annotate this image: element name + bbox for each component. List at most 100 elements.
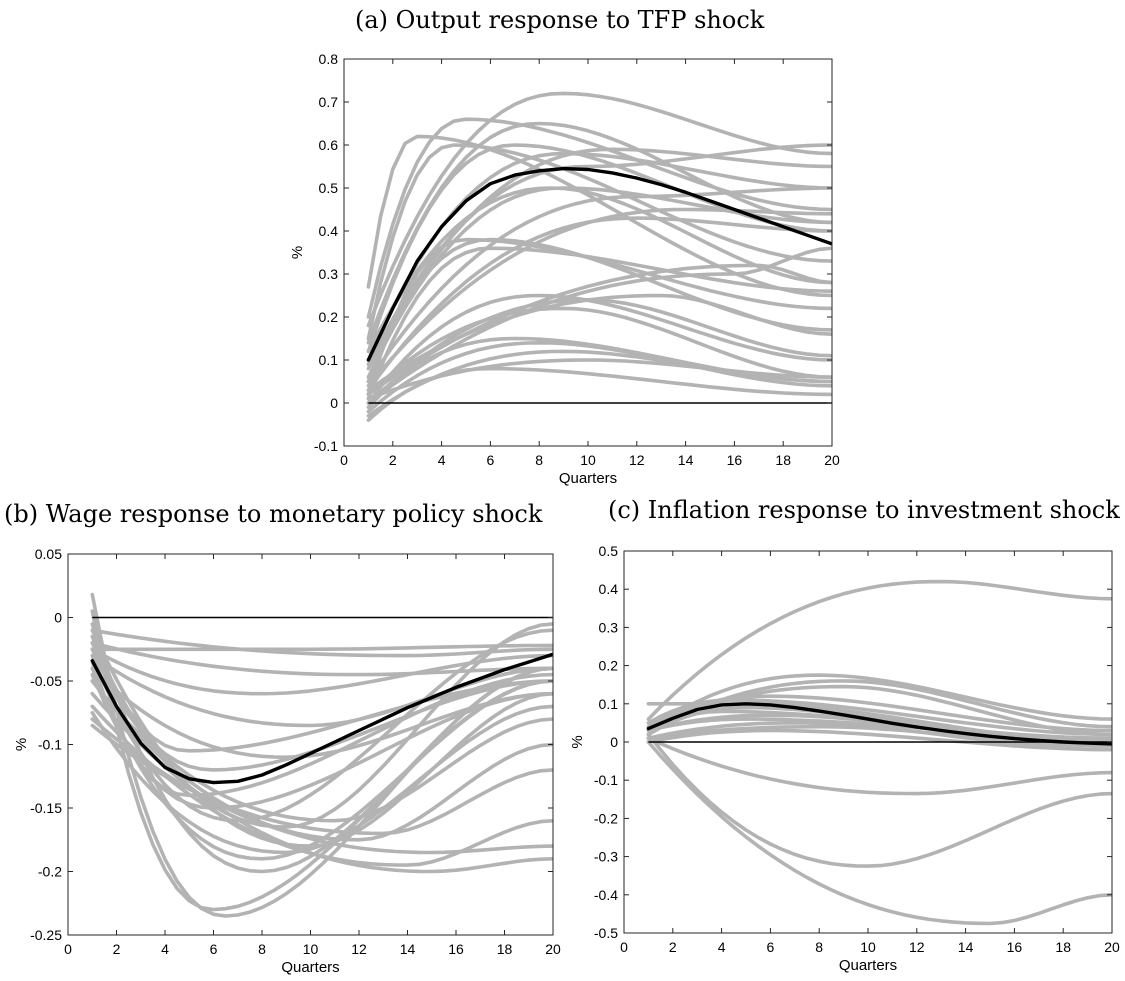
y-tick-label: 0.7 bbox=[319, 94, 339, 110]
x-tick-label: 14 bbox=[678, 452, 694, 468]
y-tick-label: -0.2 bbox=[594, 810, 618, 826]
x-tick-label: 18 bbox=[1055, 939, 1071, 955]
y-tick-label: 0.5 bbox=[599, 543, 619, 559]
series-line-gray-13 bbox=[90, 672, 553, 810]
y-tick-label: 0.3 bbox=[319, 266, 339, 282]
series-line-gray-22 bbox=[90, 666, 553, 759]
y-tick-label: 0.3 bbox=[599, 619, 619, 635]
series-line-gray-19 bbox=[90, 641, 553, 677]
series-line-gray-16 bbox=[90, 634, 553, 753]
y-tick-label: 0.5 bbox=[319, 180, 339, 196]
series-line-mean bbox=[646, 702, 1112, 746]
series-line-gray-24 bbox=[90, 704, 553, 855]
series-line-gray-27 bbox=[366, 263, 832, 397]
x-tick-label: 6 bbox=[767, 939, 775, 955]
series-line-gray-12 bbox=[366, 216, 832, 392]
series-line-gray-18 bbox=[646, 698, 1112, 737]
y-tick-label: -0.3 bbox=[594, 849, 618, 865]
series-line-gray-10 bbox=[366, 186, 832, 384]
series-line-gray-14 bbox=[366, 246, 832, 401]
x-tick-label: 14 bbox=[958, 939, 974, 955]
y-tick-label: 0.1 bbox=[599, 696, 619, 712]
series-line-gray-8 bbox=[646, 732, 1112, 868]
y-tick-label: -0.15 bbox=[30, 800, 62, 816]
plot-area-b bbox=[90, 592, 553, 918]
series-line-gray-9 bbox=[646, 736, 1112, 796]
y-axis-label: % bbox=[13, 738, 30, 751]
x-tick-label: 18 bbox=[497, 941, 513, 957]
y-tick-label: -0.2 bbox=[38, 864, 62, 880]
series-line-gray-18 bbox=[90, 647, 553, 696]
x-tick-label: 20 bbox=[1104, 939, 1120, 955]
y-tick-label: -0.1 bbox=[594, 772, 618, 788]
x-tick-label: 6 bbox=[210, 941, 218, 957]
x-tick-label: 16 bbox=[1007, 939, 1023, 955]
x-axis-label: Quarters bbox=[839, 957, 897, 974]
x-tick-label: 16 bbox=[448, 941, 464, 957]
series-line-gray-20 bbox=[90, 643, 553, 652]
x-tick-label: 12 bbox=[629, 452, 645, 468]
series-line-mean bbox=[366, 166, 832, 362]
x-tick-label: 6 bbox=[487, 452, 495, 468]
y-tick-label: 0.1 bbox=[319, 352, 339, 368]
series-line-gray-17 bbox=[366, 293, 832, 405]
series-line-mean bbox=[90, 652, 553, 785]
panel-c-title: (c) Inflation response to investment sho… bbox=[608, 496, 1120, 524]
series-line-gray-15 bbox=[366, 143, 832, 341]
series-line-gray-8 bbox=[90, 679, 553, 842]
x-tick-label: 4 bbox=[718, 939, 726, 955]
y-tick-label: 0.8 bbox=[319, 51, 339, 67]
x-tick-label: 20 bbox=[824, 452, 840, 468]
series-line-gray-3 bbox=[366, 91, 832, 328]
y-tick-label: -0.5 bbox=[594, 925, 618, 941]
series-line-gray-28 bbox=[366, 246, 832, 405]
series-line-gray-2 bbox=[366, 117, 832, 319]
x-tick-label: 12 bbox=[351, 941, 367, 957]
y-axis-label: % bbox=[569, 735, 586, 748]
series-line-gray-26 bbox=[366, 237, 832, 384]
x-tick-label: 0 bbox=[620, 939, 628, 955]
x-axis-label: Quarters bbox=[281, 959, 339, 976]
y-axis-label: % bbox=[289, 246, 306, 259]
series-line-gray-17 bbox=[646, 728, 1112, 752]
x-axis-label: Quarters bbox=[559, 470, 617, 487]
x-tick-label: 2 bbox=[113, 941, 121, 957]
x-tick-label: 4 bbox=[161, 941, 169, 957]
y-tick-label: -0.1 bbox=[314, 438, 338, 454]
series-line-gray-22 bbox=[366, 341, 832, 414]
x-tick-label: 0 bbox=[340, 452, 348, 468]
x-tick-label: 8 bbox=[535, 452, 543, 468]
x-tick-label: 10 bbox=[860, 939, 876, 955]
y-tick-label: 0.6 bbox=[319, 137, 339, 153]
x-tick-label: 2 bbox=[669, 939, 677, 955]
y-tick-label: 0.05 bbox=[35, 546, 62, 562]
series-line-gray-23 bbox=[90, 679, 553, 823]
panel-a-title: (a) Output response to TFP shock bbox=[355, 6, 765, 34]
series-line-gray-2 bbox=[646, 673, 1112, 733]
x-tick-label: 18 bbox=[775, 452, 791, 468]
x-tick-label: 8 bbox=[815, 939, 823, 955]
y-tick-label: 0.2 bbox=[319, 309, 339, 325]
plot-area-a bbox=[366, 91, 832, 422]
x-tick-label: 16 bbox=[727, 452, 743, 468]
y-tick-label: -0.05 bbox=[30, 673, 62, 689]
x-tick-label: 2 bbox=[389, 452, 397, 468]
x-tick-label: 12 bbox=[909, 939, 925, 955]
series-line-gray-7 bbox=[646, 740, 1112, 926]
panel-b-title: (b) Wage response to monetary policy sho… bbox=[4, 500, 543, 528]
series-line-gray-12 bbox=[90, 723, 553, 836]
x-tick-label: 10 bbox=[303, 941, 319, 957]
series-line-gray-1 bbox=[366, 134, 832, 298]
y-tick-label: 0 bbox=[330, 395, 338, 411]
series-line-gray-16 bbox=[646, 717, 1112, 740]
y-tick-label: 0 bbox=[54, 610, 62, 626]
y-tick-label: -0.25 bbox=[30, 927, 62, 943]
series-line-gray-4 bbox=[366, 121, 832, 345]
y-tick-label: 0.2 bbox=[599, 658, 619, 674]
x-tick-label: 0 bbox=[64, 941, 72, 957]
plot-area-c bbox=[646, 579, 1112, 926]
x-tick-label: 14 bbox=[400, 941, 416, 957]
